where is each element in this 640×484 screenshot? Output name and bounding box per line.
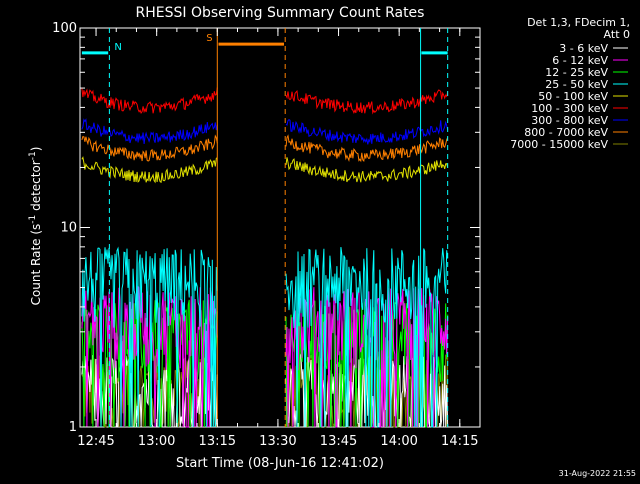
x-tick-label-5: 14:00 bbox=[380, 434, 417, 449]
series-trace-4-seg-1 bbox=[285, 157, 449, 183]
y-axis-label-mid: detector bbox=[29, 160, 43, 215]
x-tick-label-3: 13:30 bbox=[259, 434, 296, 449]
series-trace-5-seg-0 bbox=[81, 87, 218, 115]
y-axis-label-close: ) bbox=[29, 147, 43, 152]
legend-label-7: 800 - 7000 keV bbox=[524, 126, 608, 139]
legend-label-6: 300 - 800 keV bbox=[531, 114, 608, 127]
y-tick-label-1: 10 bbox=[60, 221, 77, 236]
y-axis-label-main: Count Rate (s bbox=[29, 224, 43, 306]
legend-label-8: 7000 - 15000 keV bbox=[510, 138, 608, 151]
chart-title: RHESSI Observing Summary Count Rates bbox=[136, 5, 425, 21]
series-trace-6-seg-1 bbox=[285, 118, 449, 145]
event-label-1: S bbox=[206, 33, 212, 44]
series-trace-4-seg-0 bbox=[81, 156, 218, 184]
event-markers: NS bbox=[81, 28, 449, 427]
x-tick-label-4: 13:45 bbox=[320, 434, 357, 449]
y-axis-label-exp1: -1 bbox=[28, 215, 38, 224]
series-trace-5-seg-1 bbox=[285, 89, 449, 115]
y-tick-label-2: 100 bbox=[52, 21, 77, 36]
x-tick-label-6: 14:15 bbox=[441, 434, 478, 449]
x-tick-label-2: 13:15 bbox=[199, 434, 236, 449]
x-axis-ticks: 12:45 13:00 13:15 13:30 13:45 14:00 14:15 bbox=[77, 28, 479, 449]
series-traces bbox=[81, 87, 449, 428]
series-trace-1-seg-0 bbox=[81, 286, 218, 428]
x-tick-label-0: 12:45 bbox=[77, 434, 114, 449]
x-axis-label: Start Time (08-Jun-16 12:41:02) bbox=[176, 456, 384, 471]
x-tick-label-1: 13:00 bbox=[138, 434, 175, 449]
legend-label-4: 50 - 100 keV bbox=[538, 90, 608, 103]
legend-header-1: Att 0 bbox=[604, 28, 630, 41]
y-axis-ticks: 1 10 100 bbox=[52, 21, 480, 435]
generated-timestamp: 31-Aug-2022 21:55 bbox=[559, 469, 636, 478]
series-trace-6-seg-0 bbox=[81, 118, 218, 144]
y-axis-label-exp2: -1 bbox=[28, 151, 38, 160]
legend-label-0: 3 - 6 keV bbox=[559, 42, 608, 55]
series-trace-3-seg-0 bbox=[81, 246, 218, 428]
legend-label-2: 12 - 25 keV bbox=[545, 66, 608, 79]
y-tick-label-0: 1 bbox=[69, 420, 77, 435]
event-label-0: N bbox=[114, 42, 121, 53]
legend-label-5: 100 - 300 keV bbox=[531, 102, 608, 115]
legend-label-1: 6 - 12 keV bbox=[552, 54, 608, 67]
series-trace-7-seg-0 bbox=[81, 134, 218, 162]
y-axis-label: Count Rate (s-1 detector-1) bbox=[28, 147, 43, 306]
legend-header-0: Det 1,3, FDecim 1, bbox=[527, 16, 630, 29]
legend-label-3: 25 - 50 keV bbox=[545, 78, 608, 91]
